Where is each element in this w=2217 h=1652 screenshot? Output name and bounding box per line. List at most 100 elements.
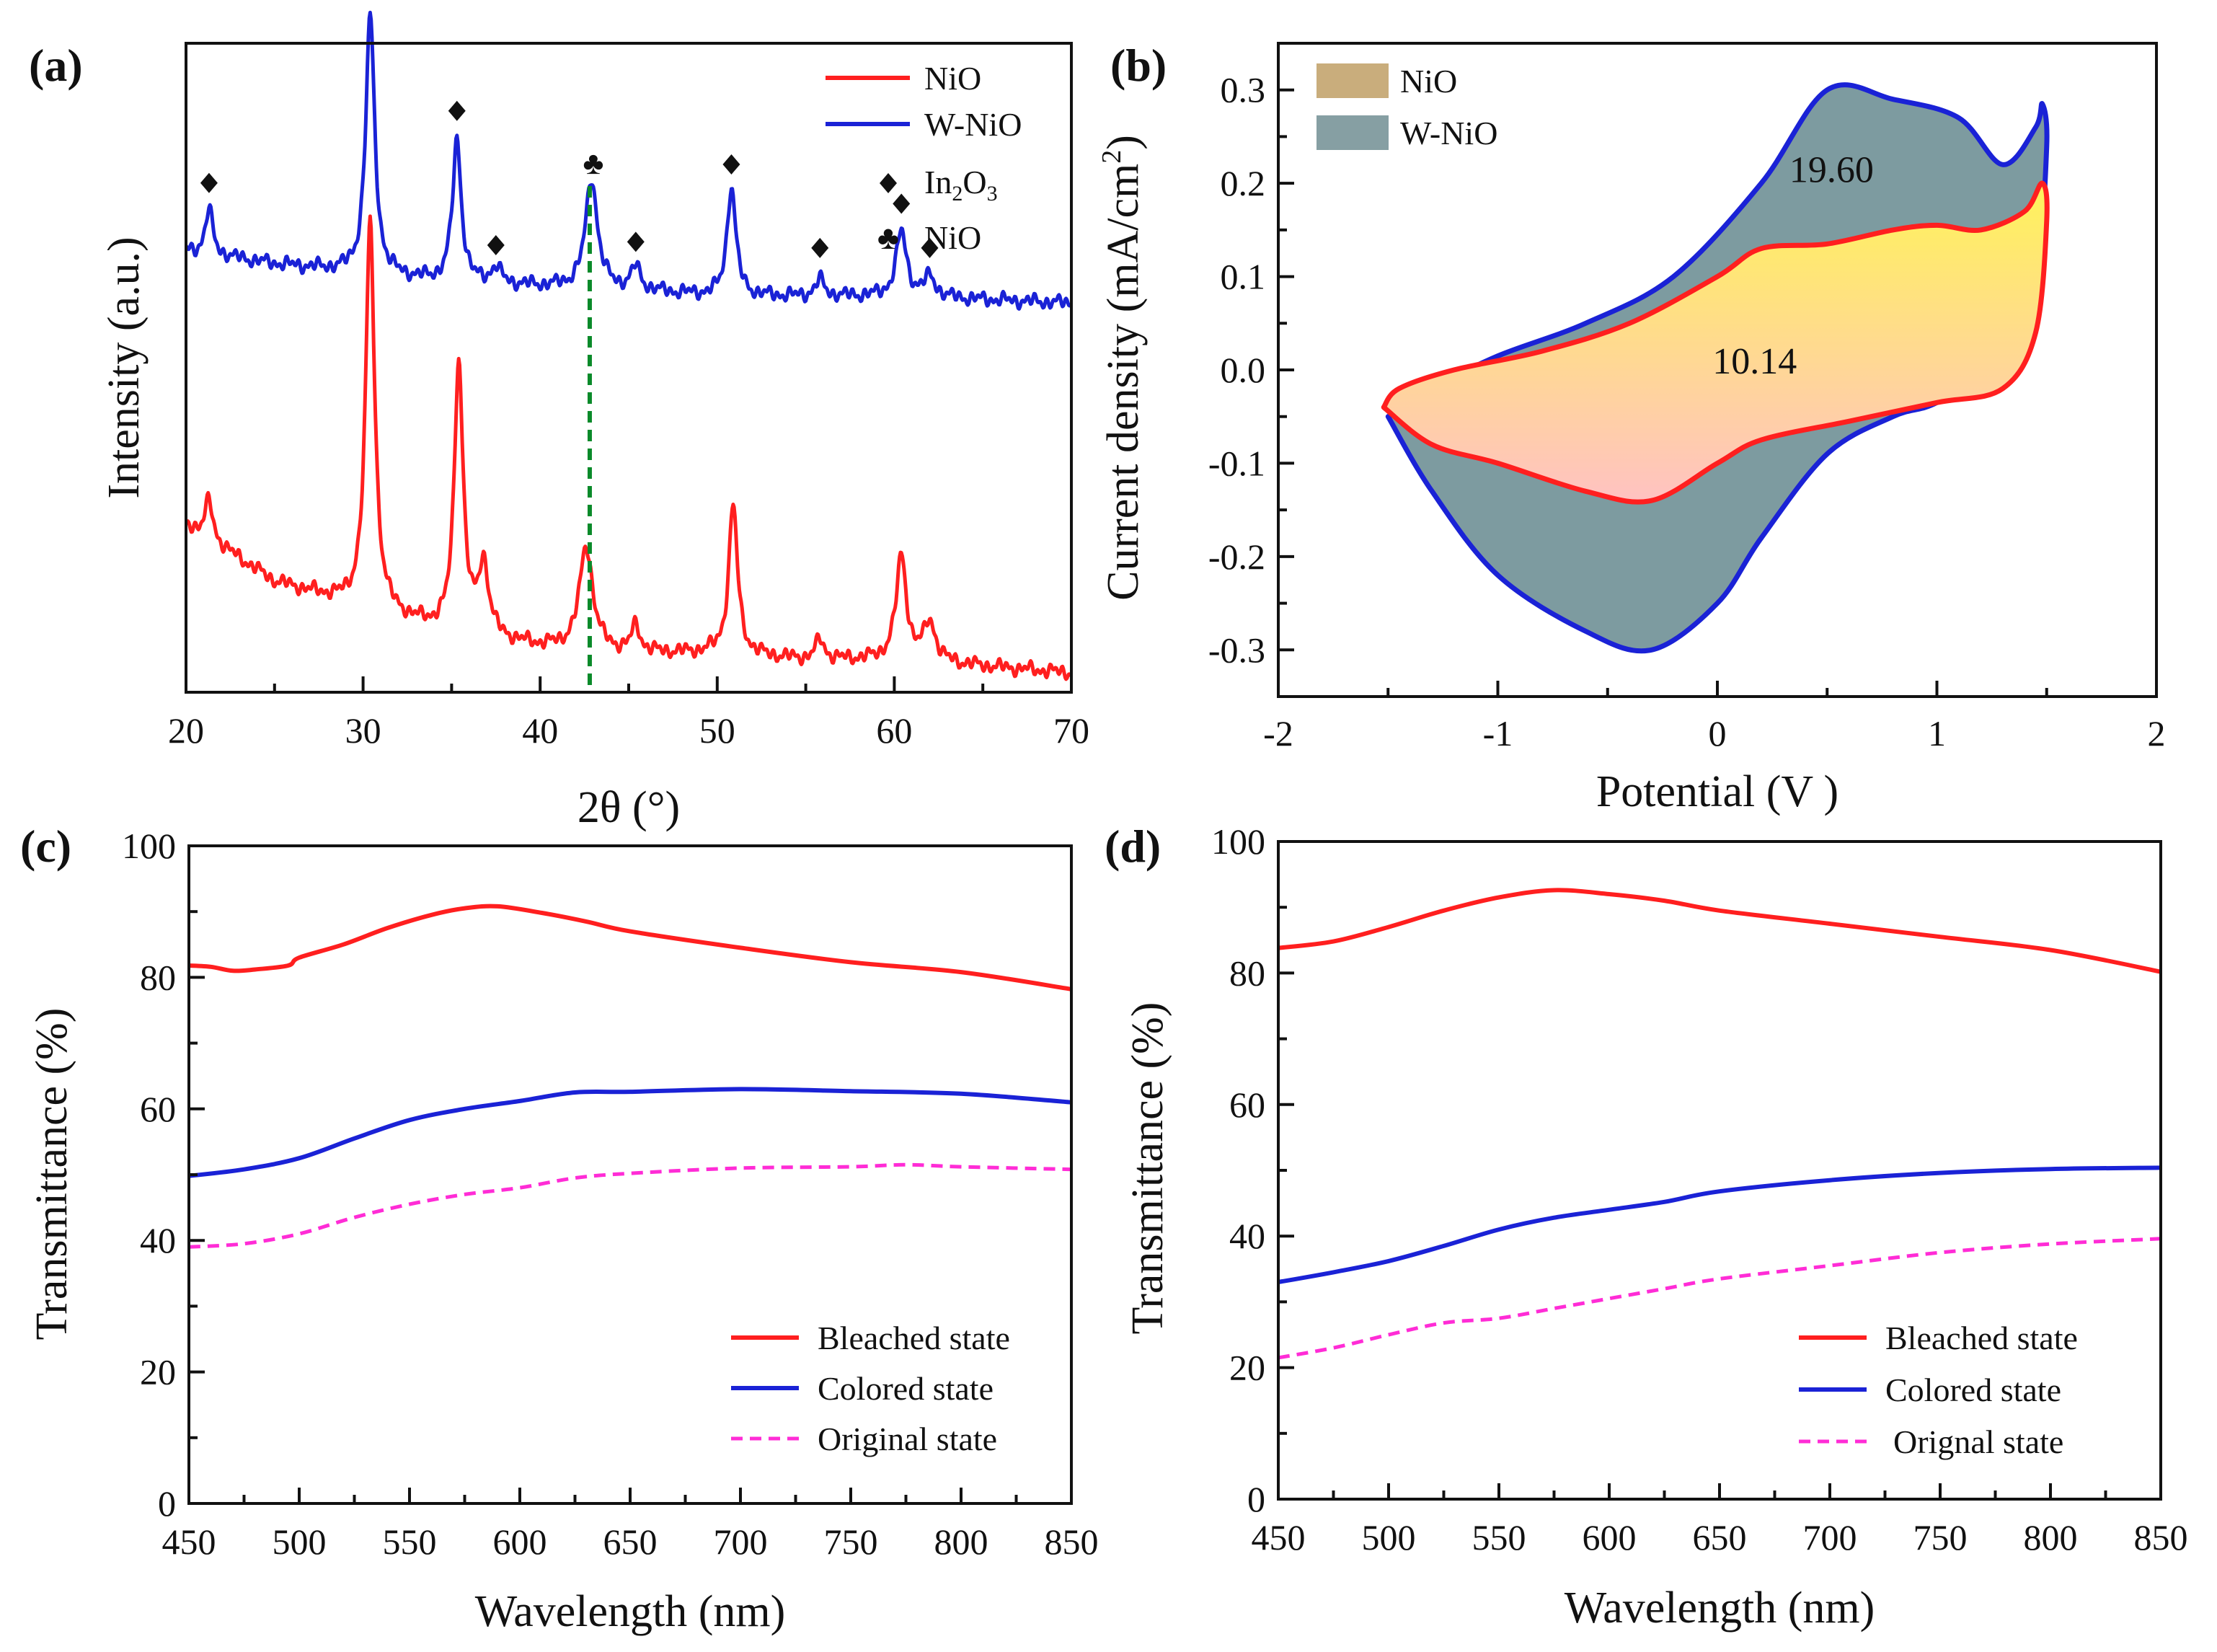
x-tick-label: 850 bbox=[2134, 1517, 2188, 1558]
y-tick-label: 0 bbox=[1247, 1479, 1265, 1519]
legend-b-nio-swatch bbox=[1317, 63, 1389, 98]
legend-a-club-icon: ♣ bbox=[877, 219, 899, 256]
legend-b-nio-label: NiO bbox=[1400, 63, 1457, 100]
y-tick-label: 100 bbox=[122, 826, 176, 866]
x-tick-label: 450 bbox=[162, 1521, 216, 1562]
panel-d-legend: Bleached state Colored state Orignal sta… bbox=[1799, 1320, 2078, 1460]
panel-c-y-title: Transmittance (%) bbox=[27, 1008, 76, 1340]
in2o3-peak-marker-icon bbox=[893, 193, 911, 214]
y-tick-label: 80 bbox=[1229, 953, 1265, 993]
y-tick-label: 20 bbox=[1229, 1348, 1265, 1388]
panel-b-plot bbox=[1381, 82, 2050, 654]
panel-d-plot bbox=[1278, 888, 2161, 1360]
y-tick-label: -0.1 bbox=[1208, 443, 1265, 483]
panel-c-legend: Bleached state Colored state Original st… bbox=[731, 1320, 1010, 1457]
in2o3-peak-marker-icon bbox=[921, 237, 939, 258]
panel-a-x-title: 2θ (°) bbox=[578, 783, 680, 832]
in2o3-peak-marker-icon bbox=[200, 172, 218, 193]
legend-c-bleached-label: Bleached state bbox=[818, 1320, 1010, 1356]
panel-d-y-title: Transmittance (%) bbox=[1123, 1002, 1172, 1335]
x-tick-label: 500 bbox=[273, 1521, 327, 1562]
panel-c: (c) 450 500 550 600 650 700 750 800 850 0 20 40 60 8… bbox=[20, 821, 1099, 1636]
panel-d-label: (d) bbox=[1105, 821, 1161, 872]
legend-b-wnio-label: W-NiO bbox=[1400, 115, 1497, 151]
legend-c-colored-label: Colored state bbox=[818, 1370, 994, 1407]
y-tick-label: 100 bbox=[1211, 821, 1265, 862]
panel-a-x-ticks: 20 30 40 50 60 70 bbox=[168, 676, 1089, 751]
panel-c-y-ticks: 0 20 40 60 80 100 bbox=[122, 826, 205, 1524]
area-annotation: 10.14 bbox=[1712, 341, 1797, 382]
x-tick-label: 750 bbox=[824, 1521, 878, 1562]
x-tick-label: 650 bbox=[603, 1521, 658, 1562]
series-line-1 bbox=[1278, 888, 2161, 974]
series-line-3 bbox=[1278, 1237, 2161, 1360]
panel-d-x-ticks: 450 500 550 600 650 700 750 800 850 bbox=[1252, 1483, 2188, 1558]
panel-c-plot bbox=[188, 904, 1072, 1249]
panel-b-legend: NiO W-NiO bbox=[1317, 63, 1497, 151]
x-tick-label: 70 bbox=[1053, 710, 1089, 751]
x-tick-label: 0 bbox=[1709, 713, 1727, 754]
series-line-2 bbox=[1278, 1165, 2161, 1284]
legend-c-original-label: Original state bbox=[818, 1421, 997, 1457]
y-tick-label: -0.2 bbox=[1208, 536, 1265, 577]
in2o3-peak-marker-icon bbox=[722, 154, 740, 175]
series-line-3 bbox=[188, 1162, 1072, 1249]
panel-c-label: (c) bbox=[20, 821, 71, 872]
y-tick-label: 60 bbox=[1229, 1085, 1265, 1125]
panel-c-x-ticks: 450 500 550 600 650 700 750 800 850 bbox=[162, 1488, 1099, 1562]
legend-b-wnio-swatch bbox=[1317, 115, 1389, 150]
legend-a-nio-label: NiO bbox=[924, 60, 981, 97]
panel-a-legend: NiO W-NiO In2O3 ♣ NiO bbox=[826, 60, 1022, 256]
series-line-1 bbox=[188, 904, 1072, 991]
x-tick-label: 550 bbox=[1472, 1517, 1526, 1558]
legend-a-wnio-label: W-NiO bbox=[924, 106, 1022, 143]
x-tick-label: 450 bbox=[1252, 1517, 1306, 1558]
area-annotation: 19.60 bbox=[1789, 150, 1874, 191]
x-tick-label: 850 bbox=[1045, 1521, 1099, 1562]
panel-b-label: (b) bbox=[1110, 40, 1167, 91]
series-w-nio-line bbox=[184, 10, 1073, 311]
x-tick-label: 1 bbox=[1928, 713, 1946, 754]
panel-a: (a) ♣ 20 30 40 50 60 70 2θ (°) Intensity (a.u… bbox=[29, 10, 1089, 832]
x-tick-label: 20 bbox=[168, 710, 204, 751]
panel-a-plot: ♣ bbox=[184, 10, 1073, 686]
in2o3-peak-marker-icon bbox=[448, 100, 466, 121]
x-tick-label: -2 bbox=[1263, 713, 1293, 754]
panel-d-y-ticks: 0 20 40 60 80 100 bbox=[1211, 821, 1294, 1519]
panel-a-label: (a) bbox=[29, 40, 83, 91]
x-tick-label: 60 bbox=[876, 710, 912, 751]
panel-b-x-ticks: -2 -1 0 1 2 bbox=[1263, 681, 2166, 754]
panel-b: (b) -2 -1 0 1 2 0.3 0.2 0.1 0.0 -0.1 -0.2 -0.3 Pot… bbox=[1097, 40, 2166, 816]
panel-b-annotations: 19.60 10.14 bbox=[1712, 150, 1874, 382]
legend-a-diamond-icon bbox=[880, 173, 897, 193]
panel-b-y-title: Current density (mA/cm2) bbox=[1097, 135, 1148, 601]
x-tick-label: 750 bbox=[1913, 1517, 1968, 1558]
y-tick-label: 0 bbox=[158, 1483, 176, 1524]
panel-d-x-title: Wavelength (nm) bbox=[1565, 1583, 1875, 1633]
x-tick-label: 700 bbox=[714, 1521, 768, 1562]
panel-c-x-title: Wavelength (nm) bbox=[475, 1587, 786, 1636]
panel-b-x-title: Potential (V ) bbox=[1596, 767, 1838, 816]
y-tick-label: 0.1 bbox=[1221, 257, 1266, 297]
series-nio-line bbox=[185, 214, 1073, 681]
x-tick-label: 600 bbox=[493, 1521, 547, 1562]
in2o3-peak-marker-icon bbox=[487, 235, 505, 256]
y-tick-label: 0.3 bbox=[1221, 70, 1266, 110]
y-tick-label: 20 bbox=[140, 1352, 176, 1392]
x-tick-label: 800 bbox=[934, 1521, 988, 1562]
in2o3-peak-marker-icon bbox=[811, 237, 829, 258]
y-tick-label: 40 bbox=[1229, 1216, 1265, 1256]
panel-d: (d) 450 500 550 600 650 700 750 800 850 0 20 40 60 8… bbox=[1105, 821, 2188, 1633]
legend-d-bleached-label: Bleached state bbox=[1885, 1320, 2078, 1356]
panel-a-y-title: Intensity (a.u.) bbox=[99, 237, 149, 498]
nio-peak-marker-icon: ♣ bbox=[583, 146, 603, 181]
x-tick-label: 550 bbox=[383, 1521, 437, 1562]
x-tick-label: 700 bbox=[1803, 1517, 1857, 1558]
y-tick-label: -0.3 bbox=[1208, 630, 1265, 670]
x-tick-label: 30 bbox=[345, 710, 381, 751]
x-tick-label: -1 bbox=[1483, 713, 1513, 754]
x-tick-label: 50 bbox=[699, 710, 735, 751]
series-nio-loop bbox=[1381, 180, 2050, 505]
x-tick-label: 2 bbox=[2148, 713, 2166, 754]
